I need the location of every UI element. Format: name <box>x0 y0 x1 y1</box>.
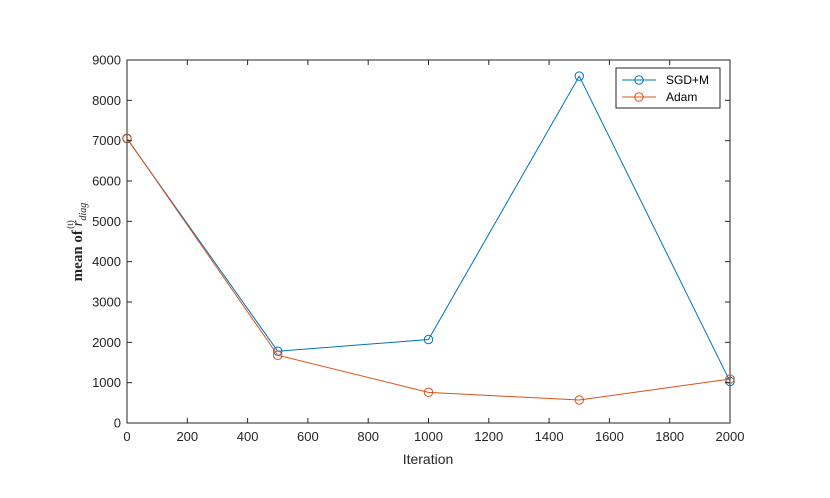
y-axis-label-subscript: diag <box>78 203 89 221</box>
data-point <box>574 71 584 81</box>
data-point <box>725 376 735 387</box>
series-line <box>126 137 731 401</box>
svg-text:mean of rdiag(t): mean of rdiag(t) <box>65 203 89 282</box>
tick-layer: 0 200 400 600 800 1000 1200 1400 1600 1800 2000 0 10… <box>92 53 744 445</box>
x-tick-label: 0 <box>123 429 130 444</box>
y-axis-label-symbol: r <box>70 220 86 226</box>
legend-label: SGD+M <box>666 73 709 87</box>
y-axis-label-prefix: mean of <box>70 226 86 281</box>
y-tick-label: 0 <box>114 416 121 431</box>
legend-entry: Adam <box>622 90 697 104</box>
x-tick-label: 600 <box>297 429 319 444</box>
data-point <box>122 133 132 143</box>
x-tick-label: 200 <box>176 429 198 444</box>
x-tick-label: 1200 <box>474 429 503 444</box>
series-line <box>126 75 731 382</box>
y-tick-label: 3000 <box>92 295 121 310</box>
x-tick-label: 1400 <box>535 429 564 444</box>
legend-entry: SGD+M <box>622 73 709 87</box>
y-tick-label: 2000 <box>92 335 121 350</box>
data-point <box>423 334 434 345</box>
legend-label: Adam <box>666 90 697 104</box>
plot-box <box>126 59 731 424</box>
legend-marker <box>634 92 644 102</box>
y-tick-label: 6000 <box>92 174 121 189</box>
x-tick-label: 1600 <box>595 429 624 444</box>
y-axis-label-superscript: (t) <box>65 220 75 229</box>
legend-marker <box>634 75 644 85</box>
y-tick-label: 4000 <box>92 254 121 269</box>
y-tick-label: 9000 <box>92 53 121 68</box>
y-tick-label: 7000 <box>92 133 121 148</box>
data-point <box>574 395 584 405</box>
x-tick-label: 400 <box>237 429 259 444</box>
y-tick-label: 1000 <box>92 375 121 390</box>
y-tick-label: 5000 <box>92 214 121 229</box>
series-sgd-m <box>122 71 735 387</box>
data-point <box>273 350 283 360</box>
x-tick-label: 1000 <box>414 429 443 444</box>
series-adam <box>122 133 735 405</box>
data-point <box>725 374 735 384</box>
x-axis-label: Iteration <box>403 451 454 467</box>
legend-box <box>615 67 721 109</box>
legend: SGD+M Adam <box>615 67 721 109</box>
y-axis-label: mean of rdiag(t) <box>65 203 89 282</box>
x-tick-label: 1800 <box>655 429 684 444</box>
series-layer <box>122 71 735 405</box>
plot-axes <box>126 59 731 424</box>
y-tick-label: 8000 <box>92 93 121 108</box>
data-point <box>423 387 434 398</box>
x-tick-label: 2000 <box>716 429 745 444</box>
x-tick-label: 800 <box>357 429 379 444</box>
